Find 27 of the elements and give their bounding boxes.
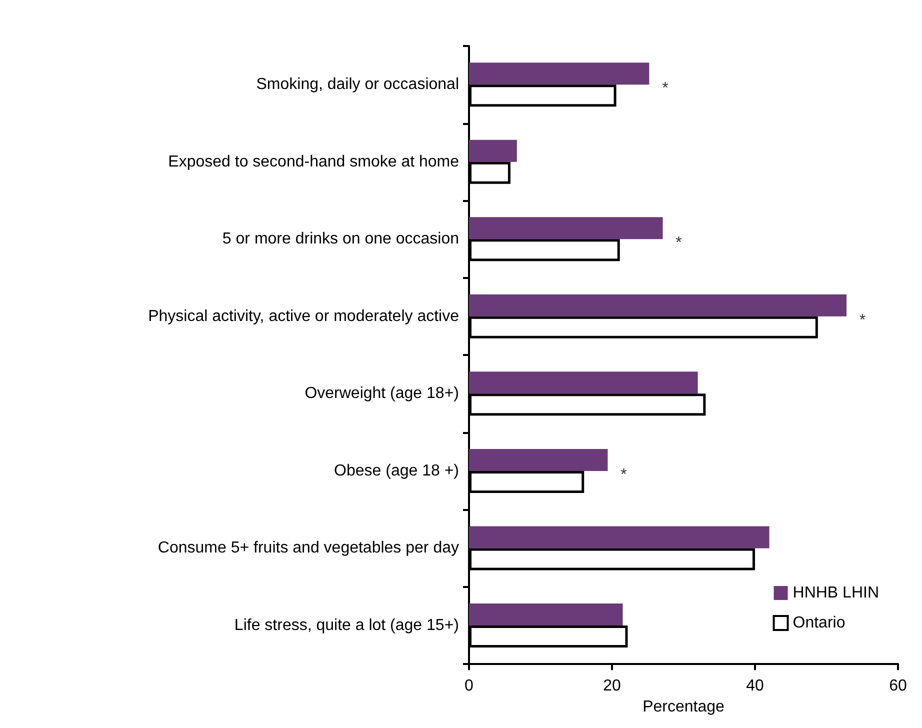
y-tick-label: Overweight (age 18+) [304, 385, 459, 402]
y-tick-label: Consume 5+ fruits and vegetables per day [158, 540, 459, 557]
bar [469, 140, 517, 162]
y-tick-label: Smoking, daily or occasional [256, 76, 459, 94]
legend-label: Ontario [792, 614, 846, 632]
annotation: * [662, 80, 668, 98]
y-tick-label: Life stress, quite a lot (age 15+) [234, 616, 459, 634]
y-tick-label: Exposed to second-hand smoke at home [168, 153, 460, 170]
bar [469, 372, 698, 394]
x-axis-title: Percentage [642, 698, 725, 716]
bar [469, 217, 663, 240]
bar [469, 603, 623, 626]
y-tick-label: Physical activity, active or moderately active [148, 308, 460, 325]
bar [469, 62, 650, 85]
x-tick-label: 60 [889, 678, 907, 695]
annotation: * [676, 234, 682, 252]
y-tick-label: 5 or more drinks on one occasion [222, 230, 459, 248]
bar [469, 526, 770, 548]
bar [469, 448, 608, 471]
x-tick-label: 20 [603, 678, 621, 695]
annotation: * [859, 312, 866, 329]
annotation: * [620, 466, 627, 484]
legend-label: HNHB LHIN [792, 584, 879, 602]
x-tick-label: 0 [464, 678, 474, 695]
bar [469, 294, 847, 316]
y-tick-label: Obese (age 18 +) [334, 462, 459, 480]
x-tick-label: 40 [746, 678, 764, 695]
